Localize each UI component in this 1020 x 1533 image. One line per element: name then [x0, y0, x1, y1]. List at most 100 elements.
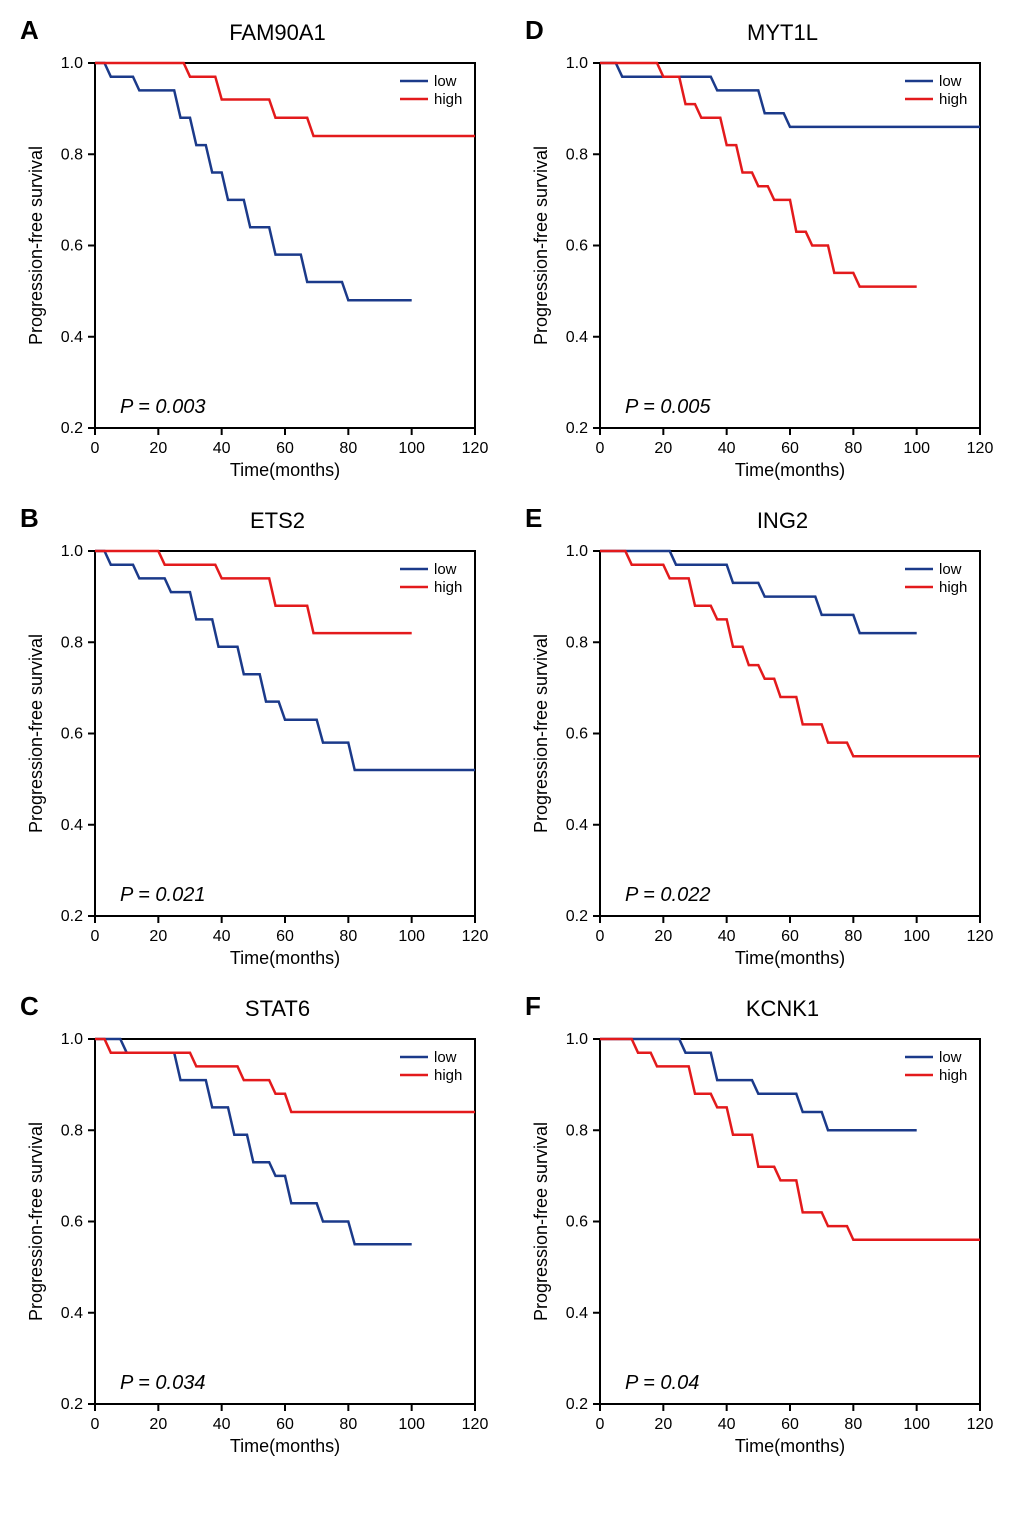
panel-title: FAM90A1: [60, 20, 495, 46]
x-tick-label: 20: [654, 1416, 672, 1433]
x-tick-label: 0: [91, 928, 100, 945]
x-tick-label: 100: [398, 440, 425, 457]
legend-label-low: low: [434, 1049, 457, 1066]
panel-title: STAT6: [60, 996, 495, 1022]
x-tick-label: 0: [596, 440, 605, 457]
x-axis-label: Time(months): [735, 948, 845, 968]
km-curve-high: [600, 551, 980, 756]
legend-label-high: high: [434, 579, 462, 596]
x-tick-label: 20: [149, 928, 167, 945]
legend-label-low: low: [939, 73, 962, 90]
x-tick-label: 80: [339, 928, 357, 945]
y-tick-label: 1.0: [566, 55, 588, 72]
x-tick-label: 20: [654, 928, 672, 945]
y-tick-label: 0.2: [566, 420, 588, 437]
x-tick-label: 120: [967, 928, 994, 945]
y-tick-label: 0.8: [61, 146, 83, 163]
x-axis-label: Time(months): [230, 1436, 340, 1456]
y-tick-label: 0.4: [61, 1305, 83, 1322]
y-tick-label: 0.8: [61, 1122, 83, 1139]
y-axis-label: Progression-free survival: [26, 146, 46, 345]
x-tick-label: 0: [91, 1416, 100, 1433]
legend-label-low: low: [939, 561, 962, 578]
y-tick-label: 0.6: [61, 238, 83, 255]
km-plot: 0204060801001200.20.40.60.81.0Time(month…: [20, 536, 490, 976]
x-tick-label: 80: [844, 1416, 862, 1433]
panel-B: BETS20204060801001200.20.40.60.81.0Time(…: [20, 508, 495, 976]
y-axis-label: Progression-free survival: [26, 634, 46, 833]
x-tick-label: 60: [781, 1416, 799, 1433]
x-axis-label: Time(months): [230, 948, 340, 968]
y-tick-label: 0.6: [61, 726, 83, 743]
x-tick-label: 100: [903, 928, 930, 945]
y-tick-label: 0.2: [566, 1396, 588, 1413]
panel-A: AFAM90A10204060801001200.20.40.60.81.0Ti…: [20, 20, 495, 488]
legend-label-low: low: [939, 1049, 962, 1066]
x-axis-label: Time(months): [735, 460, 845, 480]
x-tick-label: 40: [213, 1416, 231, 1433]
km-curve-high: [600, 1039, 980, 1240]
x-tick-label: 120: [967, 1416, 994, 1433]
panel-D: DMYT1L0204060801001200.20.40.60.81.0Time…: [525, 20, 1000, 488]
x-tick-label: 60: [781, 440, 799, 457]
panel-E: EING20204060801001200.20.40.60.81.0Time(…: [525, 508, 1000, 976]
legend-label-high: high: [434, 1067, 462, 1084]
panel-letter: C: [20, 991, 39, 1022]
km-curve-low: [600, 63, 980, 127]
x-tick-label: 100: [398, 1416, 425, 1433]
panel-letter: E: [525, 503, 542, 534]
x-tick-label: 0: [596, 928, 605, 945]
panel-C: CSTAT60204060801001200.20.40.60.81.0Time…: [20, 996, 495, 1464]
x-tick-label: 40: [718, 928, 736, 945]
x-axis-label: Time(months): [735, 1436, 845, 1456]
y-tick-label: 0.4: [566, 1305, 588, 1322]
x-tick-label: 100: [903, 1416, 930, 1433]
panel-title: KCNK1: [565, 996, 1000, 1022]
panel-letter: B: [20, 503, 39, 534]
legend-label-high: high: [939, 91, 967, 108]
y-tick-label: 0.2: [61, 1396, 83, 1413]
legend-label-low: low: [434, 561, 457, 578]
x-tick-label: 120: [462, 1416, 489, 1433]
x-tick-label: 20: [149, 1416, 167, 1433]
panel-F: FKCNK10204060801001200.20.40.60.81.0Time…: [525, 996, 1000, 1464]
y-tick-label: 0.8: [61, 634, 83, 651]
km-curve-high: [95, 551, 412, 633]
panel-letter: A: [20, 15, 39, 46]
y-axis-label: Progression-free survival: [531, 146, 551, 345]
x-tick-label: 100: [398, 928, 425, 945]
y-tick-label: 1.0: [566, 543, 588, 560]
y-tick-label: 0.6: [566, 726, 588, 743]
km-curve-low: [95, 1039, 412, 1244]
x-tick-label: 80: [844, 440, 862, 457]
legend-label-low: low: [434, 73, 457, 90]
x-tick-label: 60: [276, 440, 294, 457]
p-value: P = 0.005: [625, 396, 711, 418]
y-axis-label: Progression-free survival: [26, 1122, 46, 1321]
x-tick-label: 20: [654, 440, 672, 457]
y-tick-label: 0.4: [566, 329, 588, 346]
y-tick-label: 0.2: [61, 420, 83, 437]
km-plot: 0204060801001200.20.40.60.81.0Time(month…: [525, 536, 995, 976]
x-tick-label: 20: [149, 440, 167, 457]
x-tick-label: 60: [276, 1416, 294, 1433]
km-curve-low: [95, 551, 475, 770]
p-value: P = 0.04: [625, 1372, 699, 1394]
y-tick-label: 1.0: [61, 543, 83, 560]
y-tick-label: 0.2: [61, 908, 83, 925]
x-tick-label: 40: [213, 928, 231, 945]
km-plot: 0204060801001200.20.40.60.81.0Time(month…: [20, 1024, 490, 1464]
y-tick-label: 0.6: [566, 238, 588, 255]
y-tick-label: 0.6: [566, 1214, 588, 1231]
x-tick-label: 120: [967, 440, 994, 457]
legend-label-high: high: [939, 1067, 967, 1084]
y-axis-label: Progression-free survival: [531, 1122, 551, 1321]
plot-border: [600, 551, 980, 916]
km-curve-low: [600, 551, 917, 633]
y-tick-label: 0.2: [566, 908, 588, 925]
km-plot: 0204060801001200.20.40.60.81.0Time(month…: [525, 48, 995, 488]
x-tick-label: 80: [844, 928, 862, 945]
km-curve-high: [600, 63, 917, 287]
x-tick-label: 40: [718, 1416, 736, 1433]
x-tick-label: 80: [339, 1416, 357, 1433]
